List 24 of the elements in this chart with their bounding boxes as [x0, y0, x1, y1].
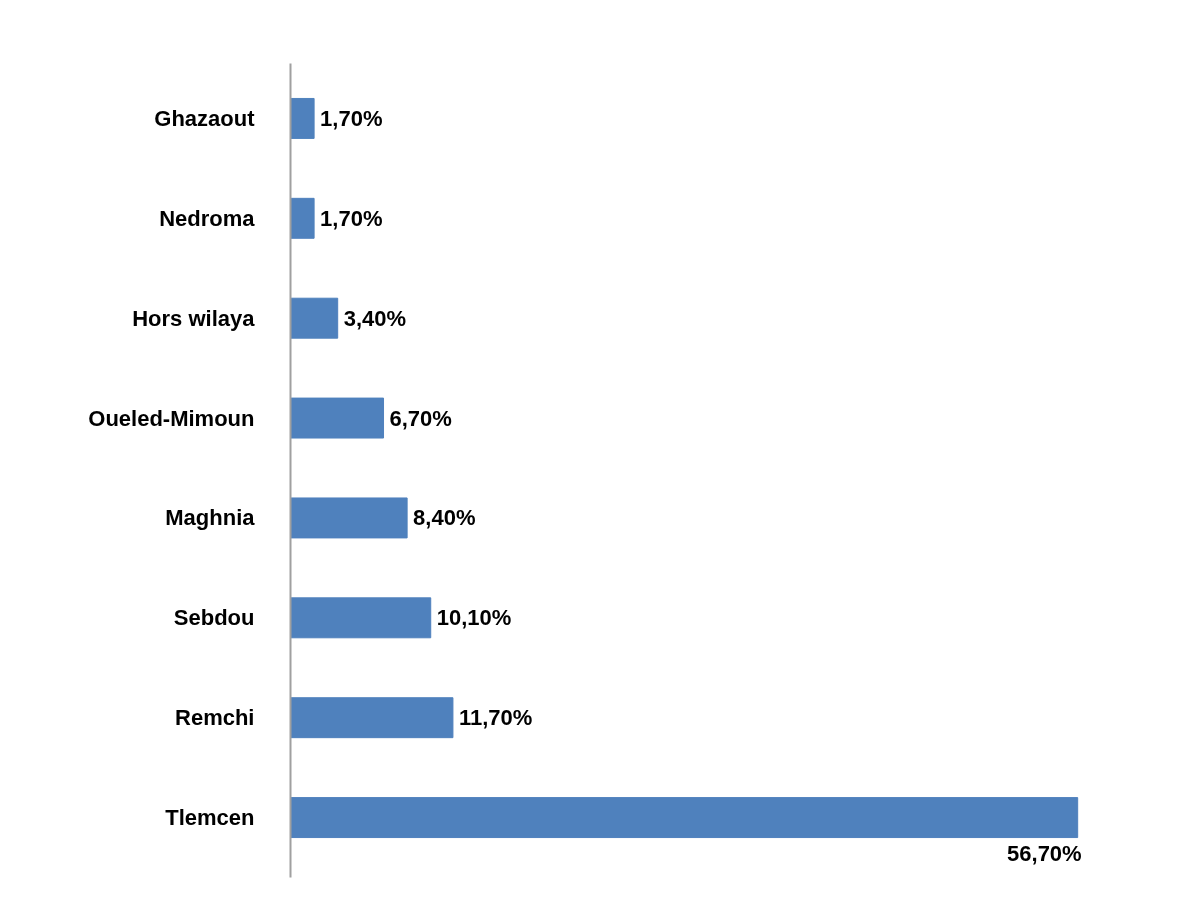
bar	[290, 197, 315, 239]
bar	[290, 297, 339, 339]
y-tick-label: Nedroma	[159, 205, 256, 231]
bar	[290, 797, 1079, 839]
data-label: 56,70%	[1007, 840, 1082, 866]
bar	[290, 397, 385, 439]
bar	[290, 697, 454, 739]
y-tick-label: Remchi	[175, 705, 255, 731]
data-label: 8,40%	[413, 505, 476, 531]
y-tick-label: Hors wilaya	[132, 305, 256, 331]
y-tick-label: Oueled-Mimoun	[88, 405, 255, 431]
data-label: 6,70%	[389, 405, 452, 431]
bar	[290, 97, 315, 139]
data-label: 1,70%	[320, 105, 383, 131]
data-label: 10,10%	[436, 605, 512, 631]
y-tick-label: Sebdou	[173, 605, 255, 631]
y-tick-label: Tlemcen	[165, 805, 255, 831]
y-tick-label: Maghnia	[165, 505, 256, 531]
data-label: 11,70%	[458, 705, 533, 731]
data-label: 3,40%	[343, 305, 407, 331]
bar	[290, 497, 408, 539]
y-tick-label: Ghazaout	[154, 105, 256, 131]
bar	[290, 597, 432, 639]
data-label: 1,70%	[320, 205, 383, 231]
